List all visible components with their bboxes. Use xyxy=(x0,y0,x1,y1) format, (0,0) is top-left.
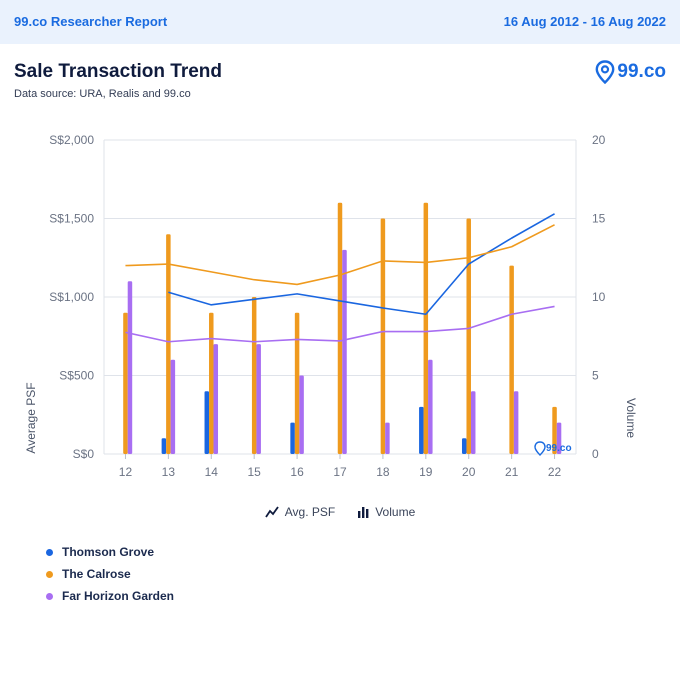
volume-bars xyxy=(123,202,562,454)
x-axis-tick-label: 15 xyxy=(248,465,262,479)
legend-volume[interactable]: Volume xyxy=(357,505,415,519)
volume-bar xyxy=(470,391,476,454)
volume-bar xyxy=(461,438,467,454)
volume-bar xyxy=(251,297,257,454)
left-axis-tick-label: S$1,500 xyxy=(49,212,94,226)
series-legend: Thomson Grove The Calrose Far Horizon Ga… xyxy=(46,541,174,607)
chart-type-legend: Avg. PSF Volume xyxy=(0,505,680,519)
right-axis-tick-label: 15 xyxy=(592,212,606,226)
volume-bar xyxy=(209,312,214,454)
x-axis-tick-label: 17 xyxy=(333,465,347,479)
legend-series-label: The Calrose xyxy=(62,567,131,581)
x-axis-tick-label: 12 xyxy=(119,465,133,479)
legend-dot xyxy=(46,570,53,578)
volume-bar xyxy=(385,422,390,454)
legend-item-the-calrose[interactable]: The Calrose xyxy=(46,563,174,585)
left-axis-tick-label: S$2,000 xyxy=(49,133,94,147)
volume-bar xyxy=(290,422,295,454)
avg-psf-line xyxy=(125,305,555,343)
report-brand: 99.co Researcher Report xyxy=(14,14,168,29)
report-date-range: 16 Aug 2012 - 16 Aug 2022 xyxy=(503,14,666,29)
data-source: Data source: URA, Realis and 99.co xyxy=(14,88,191,100)
volume-bar xyxy=(513,391,519,454)
volume-bar xyxy=(204,391,210,454)
report-header: 99.co Researcher Report 16 Aug 2012 - 16… xyxy=(0,0,680,44)
volume-bar xyxy=(256,344,261,454)
right-axis-tick-label: 5 xyxy=(592,369,599,383)
watermark-pin-icon xyxy=(534,441,546,456)
legend-dot xyxy=(46,548,53,556)
legend-series-label: Far Horizon Garden xyxy=(62,589,175,603)
location-pin-icon xyxy=(596,60,615,84)
right-axis-tick-label: 0 xyxy=(592,447,599,461)
volume-bar xyxy=(213,344,219,454)
legend-avg-psf-label: Avg. PSF xyxy=(284,505,336,519)
left-axis-tick-label: S$0 xyxy=(73,447,95,461)
watermark-text: 99.co xyxy=(546,443,572,454)
volume-bar xyxy=(299,375,304,454)
legend-item-far-horizon-garden[interactable]: Far Horizon Garden xyxy=(46,585,174,607)
logo-text: 99.co xyxy=(617,61,666,82)
volume-bar xyxy=(466,218,471,454)
chart-watermark: 99.co xyxy=(534,441,572,456)
legend-dot xyxy=(46,592,53,600)
right-axis-tick-label: 20 xyxy=(592,133,606,147)
x-axis-tick-label: 22 xyxy=(548,465,562,479)
x-axis-tick-label: 16 xyxy=(290,465,304,479)
right-axis-tick-label: 10 xyxy=(592,290,606,304)
volume-bar xyxy=(127,281,133,454)
x-axis-tick-label: 19 xyxy=(419,465,433,479)
volume-bar xyxy=(419,406,424,454)
legend-series-label: Thomson Grove xyxy=(62,545,155,559)
volume-bar xyxy=(552,406,557,454)
volume-bar xyxy=(509,265,514,454)
x-axis-tick-label: 13 xyxy=(162,465,176,479)
line-chart-icon xyxy=(265,506,279,518)
volume-bar xyxy=(423,202,429,454)
left-axis-tick-label: S$500 xyxy=(59,369,94,383)
avg-psf-line xyxy=(125,224,555,286)
volume-bar xyxy=(556,422,562,454)
x-axis-tick-label: 18 xyxy=(376,465,390,479)
sale-transaction-chart: S$0 S$500 S$1,000 S$1,500 S$2,000 0 5 10 15 20 12 1… xyxy=(24,133,638,479)
left-axis-tick-label: S$1,000 xyxy=(49,290,94,304)
legend-avg-psf[interactable]: Avg. PSF xyxy=(265,505,335,519)
right-axis-title: Volume xyxy=(624,398,638,438)
volume-bar xyxy=(294,312,300,454)
psf-lines xyxy=(125,213,555,343)
volume-bar xyxy=(342,249,347,454)
x-axis-tick-label: 20 xyxy=(462,465,476,479)
volume-bar xyxy=(166,234,171,454)
chart-title: Sale Transaction Trend xyxy=(14,61,223,82)
volume-bar xyxy=(161,438,167,454)
volume-bar xyxy=(337,202,343,454)
volume-bar xyxy=(428,359,433,454)
x-axis-tick-label: 14 xyxy=(205,465,219,479)
bar-chart-icon xyxy=(358,507,369,518)
brand-logo: 99.co xyxy=(595,60,666,84)
left-axis-title: Average PSF xyxy=(24,382,38,453)
axis-ticks: S$0 S$500 S$1,000 S$1,500 S$2,000 0 5 10 15 20 12 1… xyxy=(49,133,605,479)
avg-psf-line xyxy=(168,213,555,316)
legend-item-thomson-grove[interactable]: Thomson Grove xyxy=(46,541,174,563)
volume-bar xyxy=(380,218,386,454)
volume-bar xyxy=(170,359,176,454)
volume-bar xyxy=(123,312,128,454)
x-axis-tick-label: 21 xyxy=(505,465,519,479)
legend-volume-label: Volume xyxy=(375,505,416,519)
